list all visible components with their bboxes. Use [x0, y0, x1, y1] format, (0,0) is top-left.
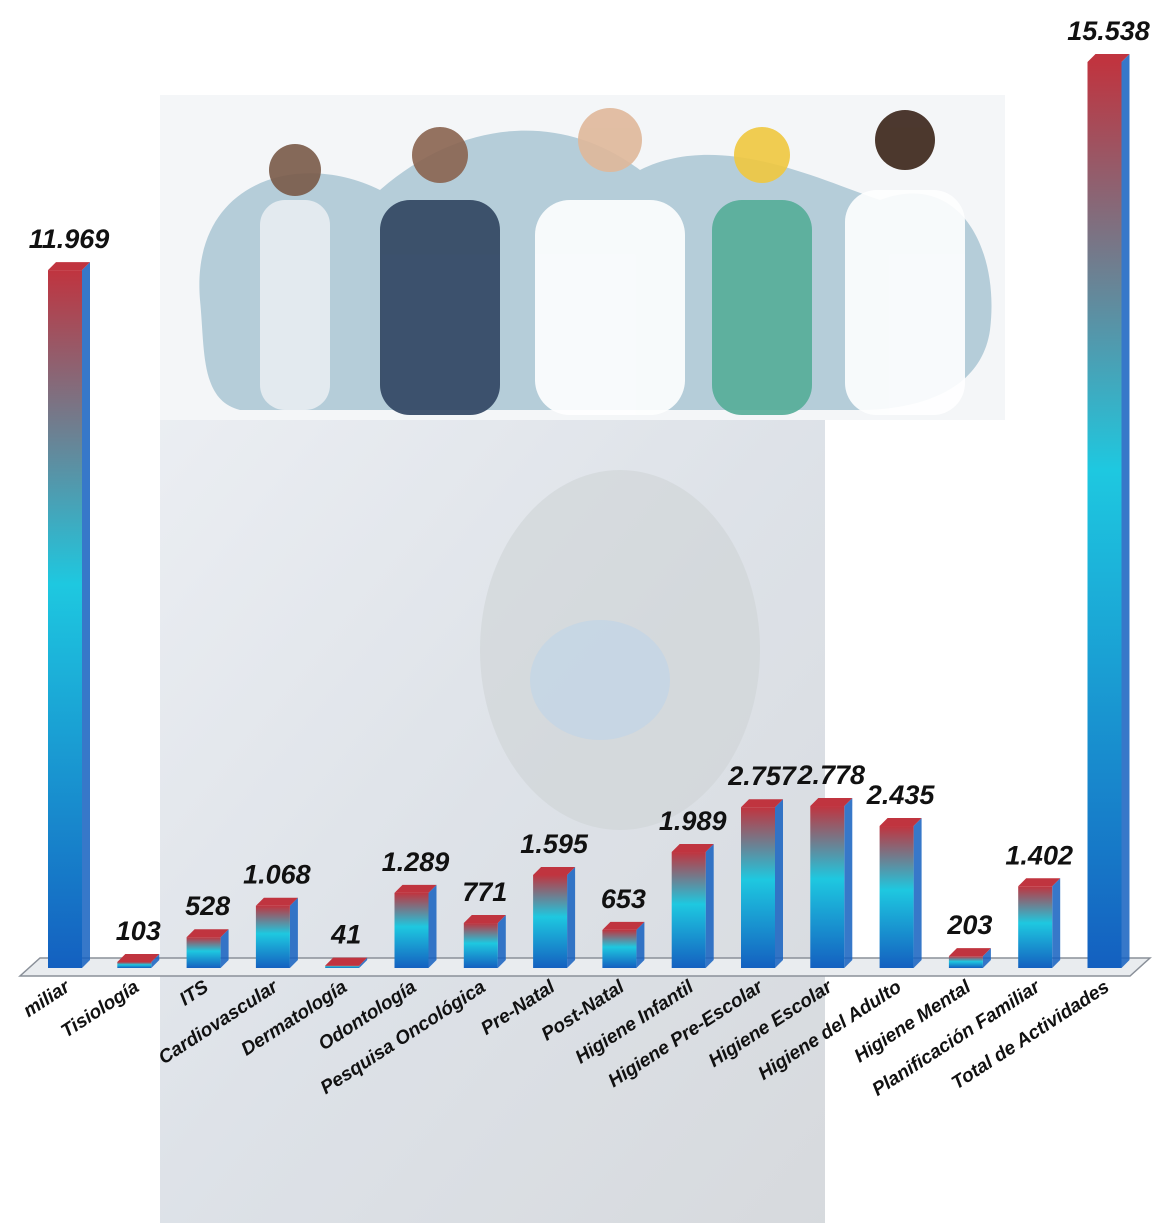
value-label: 653 — [601, 884, 646, 914]
figure-head — [578, 108, 642, 172]
figure — [535, 200, 685, 415]
bar — [810, 806, 845, 968]
bar-side — [982, 948, 991, 968]
bar-top — [1087, 54, 1130, 62]
background-glove — [530, 620, 670, 740]
bar-side — [775, 799, 783, 968]
bar-top — [394, 884, 437, 893]
bar — [463, 923, 498, 968]
bar — [1087, 62, 1122, 968]
bar-side — [289, 897, 298, 968]
bar-top — [117, 953, 160, 962]
value-label: 203 — [946, 910, 992, 940]
bar-top — [741, 799, 783, 808]
figure — [845, 190, 965, 415]
value-label: 1.289 — [382, 847, 450, 877]
bar — [186, 937, 221, 968]
bar-side — [359, 957, 368, 968]
bar — [117, 961, 152, 968]
bar-top — [48, 262, 90, 271]
figure — [380, 200, 500, 415]
bar-side — [636, 921, 645, 968]
value-label: 771 — [462, 877, 507, 907]
bar-side — [220, 929, 229, 968]
figure-head — [412, 127, 468, 183]
value-label: 11.969 — [29, 224, 110, 254]
bar-top — [255, 897, 298, 906]
figure-head — [269, 144, 321, 196]
bar-side — [913, 818, 922, 968]
x-tick-label: miliar — [20, 976, 75, 1022]
x-tick-label: Tisiología — [57, 976, 143, 1042]
bar — [533, 874, 568, 968]
bar-top — [533, 866, 576, 875]
figure-head — [734, 127, 790, 183]
bar-top — [879, 818, 922, 827]
value-label: 2.435 — [866, 780, 936, 810]
value-label: 1.595 — [520, 829, 589, 859]
bar-side — [844, 798, 853, 968]
bar — [948, 956, 983, 968]
value-label: 1.989 — [659, 806, 727, 836]
bar — [602, 929, 637, 968]
bar-side — [705, 844, 714, 968]
value-label: 528 — [185, 891, 230, 921]
bar-top — [186, 929, 229, 938]
bar — [879, 826, 914, 968]
value-label: 2.757 — [727, 761, 798, 791]
bar-top — [671, 844, 714, 853]
value-label: 1.068 — [243, 860, 311, 890]
bar-side — [567, 866, 576, 968]
figure-head — [875, 110, 935, 170]
bar — [325, 965, 360, 968]
value-label: 41 — [330, 920, 361, 950]
bar — [48, 270, 82, 968]
bar-side — [151, 953, 160, 968]
banner-figures — [260, 108, 965, 415]
value-label: 15.538 — [1067, 16, 1150, 46]
bar — [255, 905, 290, 968]
bar-side — [1121, 54, 1130, 968]
bar-top — [1018, 878, 1061, 887]
value-label: 103 — [116, 916, 161, 946]
value-label: 1.402 — [1005, 840, 1073, 870]
figure — [260, 200, 330, 410]
bar-top — [325, 957, 368, 966]
bar — [671, 852, 706, 968]
value-label: 2.778 — [797, 760, 866, 790]
bar — [394, 892, 429, 968]
bar-top — [948, 948, 991, 957]
bar-side — [428, 884, 437, 968]
bar-top — [810, 798, 853, 807]
bar-side — [497, 915, 506, 968]
bar-top — [463, 915, 506, 924]
figure — [712, 200, 812, 415]
bar — [741, 807, 775, 968]
bar — [1018, 886, 1053, 968]
bar-side — [82, 262, 90, 968]
bar-top — [602, 921, 645, 930]
bar-side — [1052, 878, 1061, 968]
